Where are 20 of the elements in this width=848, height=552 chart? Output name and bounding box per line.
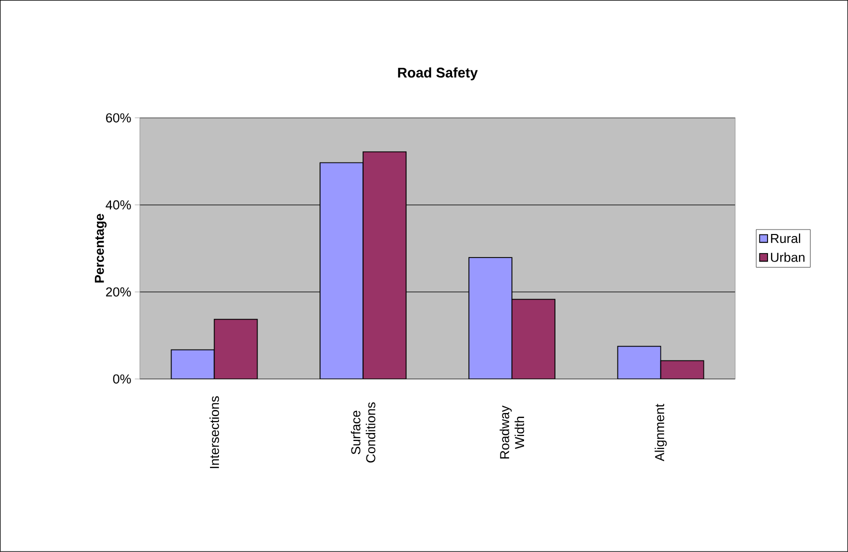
bar xyxy=(170,349,215,380)
bar xyxy=(617,346,662,380)
x-tick-label: Intersections xyxy=(210,396,220,468)
bar xyxy=(660,360,704,380)
y-axis-title: Percentage xyxy=(94,214,107,283)
y-tick-label: 40% xyxy=(106,200,131,210)
x-tick-label: Surface Conditions xyxy=(350,402,376,463)
x-tick-label: Roadway Width xyxy=(500,406,524,459)
chart-title: Road Safety xyxy=(398,67,478,80)
y-tick-label: 0% xyxy=(113,374,131,384)
bar xyxy=(362,151,407,380)
bar xyxy=(214,318,258,380)
x-tick-label: Alignment xyxy=(654,404,667,462)
bar xyxy=(320,162,364,380)
legend-label: Rural xyxy=(771,234,800,244)
y-tick-label: 20% xyxy=(106,287,131,297)
legend-label: Urban xyxy=(771,252,804,262)
bar xyxy=(468,257,512,380)
bar xyxy=(511,298,556,380)
y-tick-label: 60% xyxy=(106,113,131,122)
